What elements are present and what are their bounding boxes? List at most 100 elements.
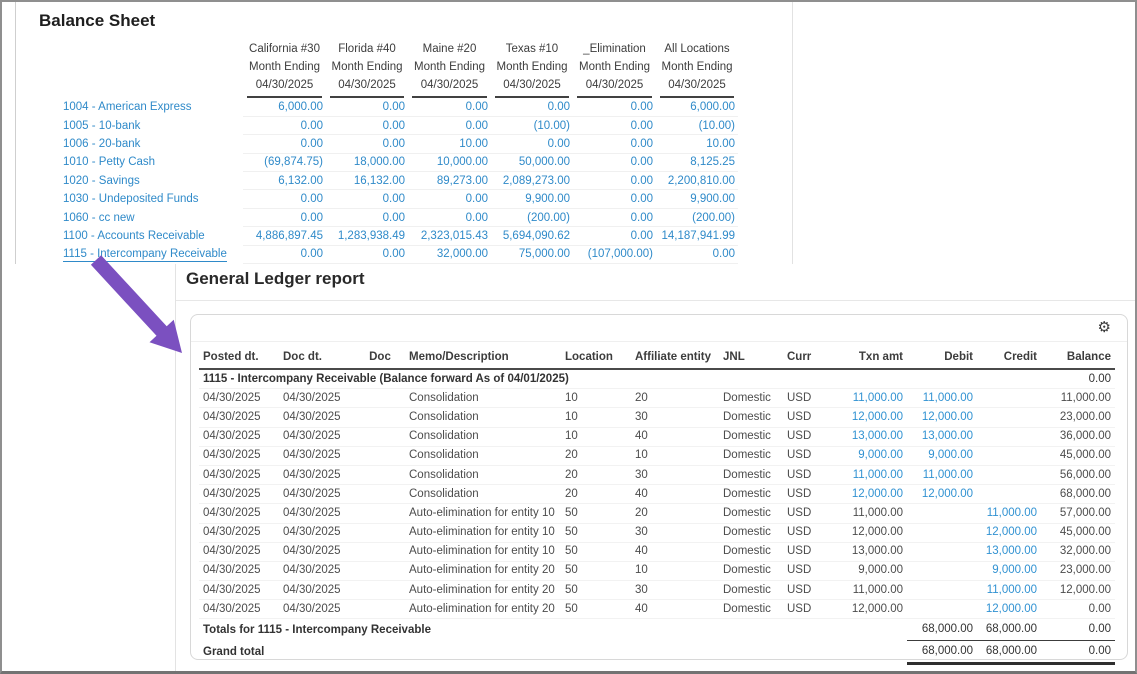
credit-cell[interactable]: 9,000.00 [977, 561, 1041, 582]
txn-amt-cell[interactable]: 13,000.00 [833, 542, 907, 562]
bs-value[interactable]: 0.00 [326, 98, 408, 117]
credit-cell[interactable] [977, 465, 1041, 486]
bs-value[interactable]: 2,089,273.00 [491, 171, 573, 191]
bs-value[interactable]: 0.00 [408, 98, 491, 117]
bs-value[interactable]: 0.00 [326, 189, 408, 209]
txn-amt-cell[interactable]: 13,000.00 [833, 427, 907, 447]
debit-cell[interactable]: 9,000.00 [907, 446, 977, 466]
txn-amt-cell[interactable]: 12,000.00 [833, 484, 907, 505]
credit-cell[interactable] [977, 484, 1041, 505]
bs-account-link[interactable]: 1100 - Accounts Receivable [63, 229, 205, 242]
credit-cell[interactable]: 11,000.00 [977, 503, 1041, 524]
bs-value[interactable]: 0.00 [243, 116, 326, 136]
bs-value[interactable]: 0.00 [408, 116, 491, 136]
bs-value[interactable]: 0.00 [491, 98, 573, 117]
debit-cell[interactable] [907, 542, 977, 562]
txn-amt-cell[interactable]: 12,000.00 [833, 599, 907, 620]
bs-value[interactable]: 9,900.00 [656, 189, 738, 209]
bs-value[interactable]: 0.00 [573, 171, 656, 191]
bs-value[interactable]: 2,323,015.43 [408, 226, 491, 246]
bs-value[interactable]: 0.00 [243, 208, 326, 228]
bs-value[interactable]: 14,187,941.99 [656, 226, 738, 246]
credit-cell[interactable]: 12,000.00 [977, 599, 1041, 620]
bs-value[interactable]: (200.00) [656, 208, 738, 228]
bs-value[interactable]: 4,886,897.45 [243, 226, 326, 246]
debit-cell[interactable] [907, 523, 977, 543]
bs-account-link[interactable]: 1030 - Undeposited Funds [63, 193, 199, 206]
debit-cell[interactable] [907, 503, 977, 524]
bs-value[interactable]: 0.00 [408, 208, 491, 228]
bs-value[interactable]: 10.00 [656, 134, 738, 154]
bs-value[interactable]: 50,000.00 [491, 153, 573, 173]
bs-value[interactable]: 9,900.00 [491, 189, 573, 209]
bs-value[interactable]: 8,125.25 [656, 153, 738, 173]
credit-cell[interactable]: 13,000.00 [977, 542, 1041, 562]
bs-value[interactable]: 0.00 [573, 98, 656, 117]
credit-cell[interactable] [977, 446, 1041, 466]
credit-cell[interactable] [977, 388, 1041, 409]
gear-icon[interactable]: ⚙ [1097, 319, 1111, 336]
bs-value[interactable]: 0.00 [573, 208, 656, 228]
bs-value[interactable]: 6,000.00 [243, 98, 326, 117]
bs-account-link[interactable]: 1060 - cc new [63, 211, 135, 224]
bs-value[interactable]: 0.00 [243, 245, 326, 265]
bs-value[interactable]: 0.00 [326, 245, 408, 265]
bs-value[interactable]: 10.00 [408, 134, 491, 154]
debit-cell[interactable] [907, 599, 977, 620]
bs-value[interactable]: 0.00 [573, 226, 656, 246]
txn-amt-cell[interactable]: 12,000.00 [833, 523, 907, 543]
bs-value[interactable]: (200.00) [491, 208, 573, 228]
bs-value[interactable]: 89,273.00 [408, 171, 491, 191]
bs-account-link[interactable]: 1006 - 20-bank [63, 137, 141, 150]
credit-cell[interactable]: 12,000.00 [977, 523, 1041, 543]
bs-value[interactable]: 75,000.00 [491, 245, 573, 265]
bs-value[interactable]: (10.00) [656, 116, 738, 136]
bs-value[interactable]: (69,874.75) [243, 153, 326, 173]
bs-value[interactable]: 2,200,810.00 [656, 171, 738, 191]
bs-value[interactable]: 32,000.00 [408, 245, 491, 265]
bs-account-link[interactable]: 1005 - 10-bank [63, 119, 141, 132]
bs-value[interactable]: 18,000.00 [326, 153, 408, 173]
debit-cell[interactable] [907, 580, 977, 601]
bs-value[interactable]: 0.00 [326, 116, 408, 136]
bs-value[interactable]: 1,283,938.49 [326, 226, 408, 246]
bs-account-link[interactable]: 1020 - Savings [63, 174, 140, 187]
bs-account-link[interactable]: 1004 - American Express [63, 101, 192, 114]
bs-value[interactable]: 0.00 [326, 208, 408, 228]
bs-value[interactable]: 6,132.00 [243, 171, 326, 191]
bs-value[interactable]: 0.00 [243, 189, 326, 209]
bs-value[interactable]: 0.00 [573, 153, 656, 173]
txn-amt-cell[interactable]: 11,000.00 [833, 465, 907, 486]
txn-amt-cell[interactable]: 9,000.00 [833, 446, 907, 466]
txn-amt-cell[interactable]: 12,000.00 [833, 407, 907, 428]
bs-value[interactable]: 0.00 [491, 134, 573, 154]
bs-value[interactable]: 0.00 [326, 134, 408, 154]
bs-value[interactable]: 5,694,090.62 [491, 226, 573, 246]
debit-cell[interactable]: 13,000.00 [907, 427, 977, 447]
debit-cell[interactable]: 11,000.00 [907, 465, 977, 486]
bs-value[interactable]: 0.00 [573, 189, 656, 209]
txn-amt-cell[interactable]: 9,000.00 [833, 561, 907, 582]
bs-value[interactable]: 16,132.00 [326, 171, 408, 191]
txn-amt-cell[interactable]: 11,000.00 [833, 503, 907, 524]
bs-value[interactable]: (107,000.00) [573, 245, 656, 265]
bs-value[interactable]: 0.00 [408, 189, 491, 209]
bs-account-link[interactable]: 1115 - Intercompany Receivable [63, 248, 227, 263]
bs-value[interactable]: 0.00 [243, 134, 326, 154]
credit-cell[interactable] [977, 427, 1041, 447]
bs-value[interactable]: (10.00) [491, 116, 573, 136]
debit-cell[interactable]: 12,000.00 [907, 484, 977, 505]
debit-cell[interactable]: 11,000.00 [907, 388, 977, 409]
bs-value[interactable]: 6,000.00 [656, 98, 738, 117]
credit-cell[interactable]: 11,000.00 [977, 580, 1041, 601]
bs-account-link[interactable]: 1010 - Petty Cash [63, 156, 156, 169]
credit-cell[interactable] [977, 407, 1041, 428]
debit-cell[interactable] [907, 561, 977, 582]
txn-amt-cell[interactable]: 11,000.00 [833, 580, 907, 601]
bs-value[interactable]: 0.00 [573, 134, 656, 154]
debit-cell[interactable]: 12,000.00 [907, 407, 977, 428]
txn-amt-cell[interactable]: 11,000.00 [833, 388, 907, 409]
bs-value[interactable]: 0.00 [656, 245, 738, 265]
bs-value[interactable]: 0.00 [573, 116, 656, 136]
bs-value[interactable]: 10,000.00 [408, 153, 491, 173]
